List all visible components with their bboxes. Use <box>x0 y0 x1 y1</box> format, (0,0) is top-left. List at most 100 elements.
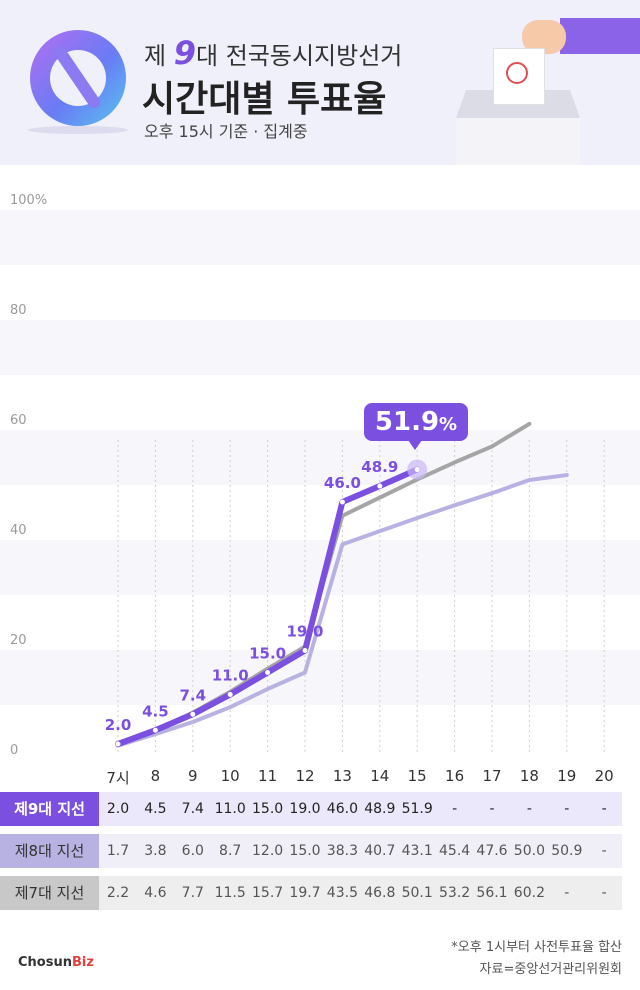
table-cell: - <box>489 801 495 817</box>
grid-band <box>0 650 640 705</box>
table-cell: 43.1 <box>401 843 433 859</box>
page-subtitle: 오후 15시 기준 · 집계중 <box>144 122 308 141</box>
table-cell: 11.0 <box>214 801 246 817</box>
data-label: 7.4 <box>180 686 207 704</box>
table-cell: 50.9 <box>551 843 583 859</box>
table-cell: 4.6 <box>144 885 167 901</box>
table-cell: 50.0 <box>513 843 545 859</box>
x-tick: 20 <box>594 767 614 785</box>
x-tick: 8 <box>150 767 161 785</box>
table-cell: 12.0 <box>252 843 284 859</box>
data-point <box>339 499 345 505</box>
grid-band <box>0 430 640 485</box>
data-point <box>414 467 420 473</box>
data-point <box>302 648 308 653</box>
y-tick-100: 100% <box>10 193 48 208</box>
row-label-7th: 제7대 지선 <box>0 876 99 910</box>
vote-logo-icon <box>30 30 126 126</box>
table-cell: 8.7 <box>219 843 242 859</box>
footnote: *오후 1시부터 사전투표율 합산 <box>451 940 622 955</box>
table-cell: - <box>564 801 570 817</box>
grid-band <box>0 210 640 265</box>
table-cell: 46.8 <box>364 885 396 901</box>
data-label: 19.0 <box>286 623 323 641</box>
table-cell: - <box>452 801 458 817</box>
brand-logo: ChosunBiz <box>18 955 94 970</box>
x-tick: 7시 <box>106 769 130 787</box>
current-turnout-callout: 51.9% <box>364 403 468 441</box>
table-cell: 48.9 <box>364 801 396 817</box>
y-tick-0: 0 <box>10 743 19 758</box>
x-tick: 13 <box>332 767 352 785</box>
table-cell: 4.5 <box>144 801 167 817</box>
data-point <box>190 711 196 717</box>
table-cell: 2.2 <box>106 885 130 901</box>
x-tick: 14 <box>370 767 390 785</box>
table-cell: - <box>564 885 570 901</box>
table-cell: 2.0 <box>106 801 130 817</box>
series-line-1 <box>116 473 569 748</box>
x-tick: 9 <box>188 767 198 785</box>
table-cell: 38.3 <box>326 843 358 859</box>
title-nine: 9 <box>173 34 196 72</box>
grid-band <box>0 320 640 375</box>
x-tick: 17 <box>482 767 502 785</box>
y-tick-20: 20 <box>10 633 27 648</box>
row-cells-7th: 2.2 4.6 7.7 11.5 15.7 19.7 43.5 46.8 50.1 53.2 56.… <box>100 876 622 910</box>
table-cell: 45.4 <box>439 843 471 859</box>
source-note: 자료=중앙선거관리위원회 <box>479 962 622 977</box>
y-tick-60: 60 <box>10 413 27 428</box>
header-line1: 제 9대 전국동시지방선거 <box>144 34 402 72</box>
table-row-7th: 제7대 지선 2.2 4.6 7.7 11.5 15.7 19.7 43.5 46.8 50.1… <box>0 876 622 910</box>
x-tick: 10 <box>220 767 240 785</box>
table-cell: 15.0 <box>252 801 284 817</box>
table-cell: - <box>601 801 607 817</box>
data-point <box>152 727 158 733</box>
table-cell: 51.9 <box>401 801 433 817</box>
table-cell: 60.2 <box>513 885 545 901</box>
data-point <box>227 692 233 697</box>
data-label: 2.0 <box>105 716 132 734</box>
data-point <box>115 741 121 747</box>
table-cell: 50.1 <box>401 885 433 901</box>
table-cell: 3.8 <box>144 843 167 859</box>
table-cell: 19.0 <box>289 801 321 817</box>
row-cells-9th: 2.0 4.5 7.4 11.0 15.0 19.0 46.0 48.9 51.9 - - - - - <box>100 792 622 826</box>
table-cell: - <box>601 843 607 859</box>
table-cell: - <box>601 885 607 901</box>
x-tick: 16 <box>445 767 465 785</box>
logo-shadow <box>28 126 128 134</box>
table-cell: 15.7 <box>252 885 284 901</box>
title-suffix: 대 전국동시지방선거 <box>196 42 403 70</box>
data-point <box>265 670 271 675</box>
x-tick: 12 <box>295 767 315 785</box>
data-label: 4.5 <box>142 702 169 720</box>
y-tick-80: 80 <box>10 303 27 318</box>
table-cell: 56.1 <box>476 885 508 901</box>
page-title: 시간대별 투표율 <box>142 79 387 120</box>
table-cell: 53.2 <box>439 885 471 901</box>
table-cell: 6.0 <box>181 843 204 859</box>
data-label: 48.9 <box>361 458 398 476</box>
arm-icon <box>560 18 640 54</box>
callout-pointer <box>408 440 422 450</box>
x-tick: 15 <box>407 767 427 785</box>
callout-unit: % <box>439 414 458 435</box>
table-cell: 11.5 <box>214 885 246 901</box>
x-tick: 11 <box>258 767 278 785</box>
table-row-8th: 제8대 지선 1.7 3.8 6.0 8.7 12.0 15.0 38.3 40.7 43.1 4… <box>0 834 622 868</box>
table-cell: 1.7 <box>106 843 130 859</box>
data-label: 46.0 <box>324 474 361 492</box>
stamp-icon <box>506 62 528 84</box>
x-tick: 19 <box>557 767 577 785</box>
table-cell: 43.5 <box>326 885 358 901</box>
table-cell: 46.0 <box>326 801 358 817</box>
vote-check-icon <box>54 46 100 108</box>
data-label: 15.0 <box>249 645 286 663</box>
table-cell: 40.7 <box>364 843 396 859</box>
table-cell: 15.0 <box>289 843 321 859</box>
row-cells-8th: 1.7 3.8 6.0 8.7 12.0 15.0 38.3 40.7 43.1 45.4 47.6… <box>100 834 622 868</box>
row-label-8th: 제8대 지선 <box>0 834 99 868</box>
table-cell: 7.4 <box>181 801 204 817</box>
